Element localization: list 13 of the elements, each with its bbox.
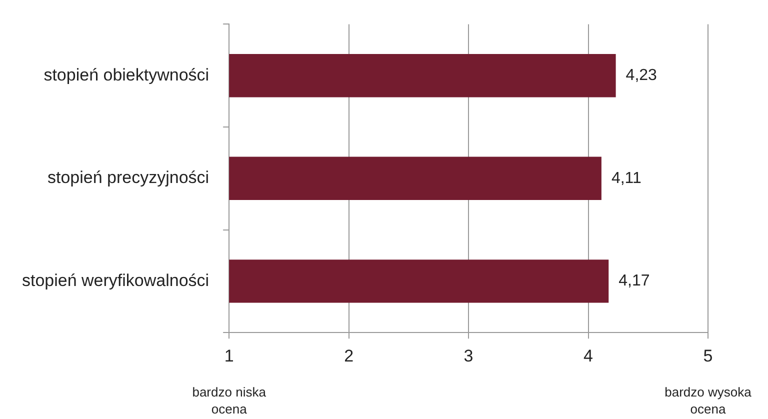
x-tick-label: 2 xyxy=(344,346,354,366)
y-tick-label: stopień obiektywności xyxy=(44,65,210,84)
x-tick-label: 1 xyxy=(224,346,234,366)
data-label: 4,23 xyxy=(626,67,658,84)
x-tick-label: 5 xyxy=(703,346,713,366)
x-tick-label: 3 xyxy=(464,346,474,366)
text: bardzo niska ocena xyxy=(192,384,267,417)
x-tick-label: 4 xyxy=(584,346,594,366)
data-label: 4,17 xyxy=(618,272,650,290)
text: bardzo wysoka ocena xyxy=(664,384,752,417)
data-label: 4,11 xyxy=(611,170,642,187)
y-tick-label: stopień precyzyjności xyxy=(48,168,210,188)
y-tick-label: stopień weryfikowalności xyxy=(22,270,210,290)
